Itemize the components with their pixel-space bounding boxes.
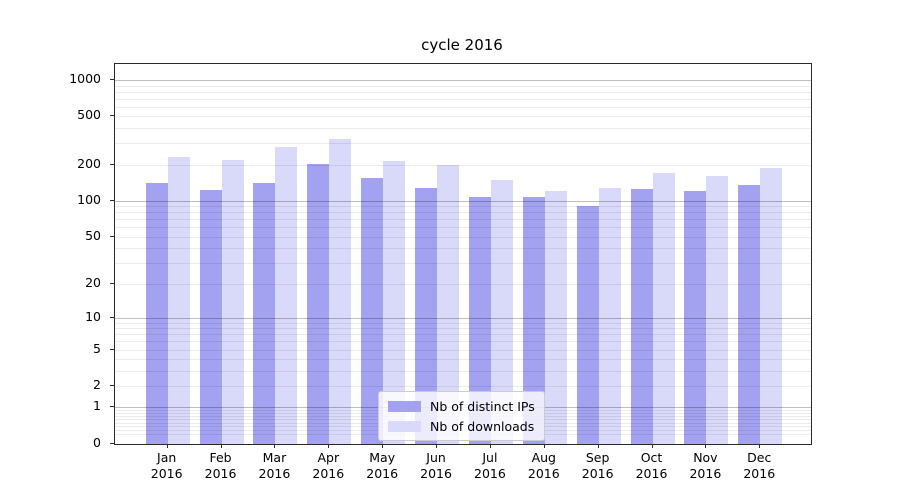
x-tick-label-sep: Sep 2016 [581,450,614,481]
bar-distinct-ips-mar [253,182,276,444]
x-tick-label-may: May 2016 [366,450,399,481]
bar-distinct-ips-oct [630,189,653,444]
bar-downloads-feb [221,159,244,444]
y-tick-mark [110,385,114,387]
bar-downloads-aug [544,190,567,444]
y-tick-mark [110,282,114,284]
bar-distinct-ips-sep [576,206,599,444]
y-tick-label-50: 50 [85,227,101,243]
y-tick-label-200: 200 [77,155,101,171]
x-tick-mark [220,444,222,448]
x-tick-mark [705,444,707,448]
gridline-800 [115,91,811,93]
gridline-900 [115,85,811,87]
bar-downloads-may [383,160,406,444]
y-tick-label-1: 1 [93,398,101,414]
plot-area [114,63,812,445]
y-tick-mark [110,443,114,444]
x-tick-mark [597,444,599,448]
bar-distinct-ips-jul [468,196,491,444]
gridline-400 [115,128,811,130]
bar-downloads-nov [706,175,729,444]
x-tick-mark [328,444,330,448]
y-tick-mark [110,115,114,117]
y-tick-label-1000: 1000 [69,71,101,86]
x-tick-label-jan: Jan 2016 [150,450,183,481]
bar-downloads-mar [275,146,298,444]
x-tick-mark [436,444,438,448]
bar-downloads-apr [329,138,352,444]
legend-swatch-downloads [388,420,421,432]
y-tick-label-100: 100 [77,191,101,207]
chart-title: cycle 2016 [421,36,503,54]
gridline-1000 [115,80,811,81]
bar-distinct-ips-apr [307,163,330,444]
legend-label-downloads: Nb of downloads [430,418,535,434]
bar-downloads-jan [167,156,190,444]
gridline-200 [115,164,811,166]
bar-downloads-oct [652,172,675,444]
x-tick-mark [759,444,761,448]
legend-item-distinct-ips: Nb of distinct IPs [388,398,535,414]
bar-distinct-ips-nov [684,190,707,444]
bar-distinct-ips-aug [522,197,545,444]
x-tick-mark [382,444,384,448]
x-tick-label-dec: Dec 2016 [743,450,776,481]
x-tick-mark [651,444,653,448]
x-tick-label-nov: Nov 2016 [689,450,722,481]
x-tick-label-jul: Jul 2016 [474,450,506,481]
y-tick-label-2: 2 [93,377,101,393]
bar-downloads-jun [437,164,460,444]
y-tick-mark [110,235,114,237]
legend-item-downloads: Nb of downloads [388,418,535,434]
y-tick-mark [110,406,114,408]
gridline-300 [115,143,811,145]
legend-swatch-distinct-ips [388,400,421,412]
gridline-500 [115,116,811,118]
y-tick-label-500: 500 [77,107,101,123]
x-tick-mark [274,444,276,448]
y-tick-label-20: 20 [85,274,101,290]
legend-label-distinct-ips: Nb of distinct IPs [430,398,535,414]
x-tick-label-aug: Aug 2016 [527,450,560,481]
y-tick-label-5: 5 [93,340,101,356]
x-tick-mark [489,444,491,448]
y-tick-mark [110,316,114,318]
x-tick-label-jun: Jun 2016 [420,450,452,481]
y-tick-mark [110,348,114,350]
gridline-700 [115,98,811,100]
bar-distinct-ips-jan [145,182,168,444]
bar-distinct-ips-feb [199,189,222,444]
y-tick-label-10: 10 [85,308,101,324]
x-tick-label-feb: Feb 2016 [204,450,237,481]
x-tick-mark [166,444,168,448]
bar-downloads-sep [598,187,621,444]
legend: Nb of distinct IPs Nb of downloads [378,391,545,441]
x-tick-label-mar: Mar 2016 [258,450,291,481]
x-tick-mark [543,444,545,448]
x-tick-label-oct: Oct 2016 [635,450,668,481]
bar-downloads-jul [490,179,513,444]
y-tick-mark [110,199,114,201]
x-tick-label-apr: Apr 2016 [312,450,345,481]
bar-distinct-ips-dec [738,185,761,444]
y-tick-mark [110,163,114,165]
y-tick-label-0: 0 [93,435,101,450]
gridline-600 [115,106,811,108]
bar-distinct-ips-jun [415,187,438,444]
y-tick-mark [110,79,114,80]
bar-downloads-dec [760,167,783,444]
bar-distinct-ips-may [361,177,384,444]
